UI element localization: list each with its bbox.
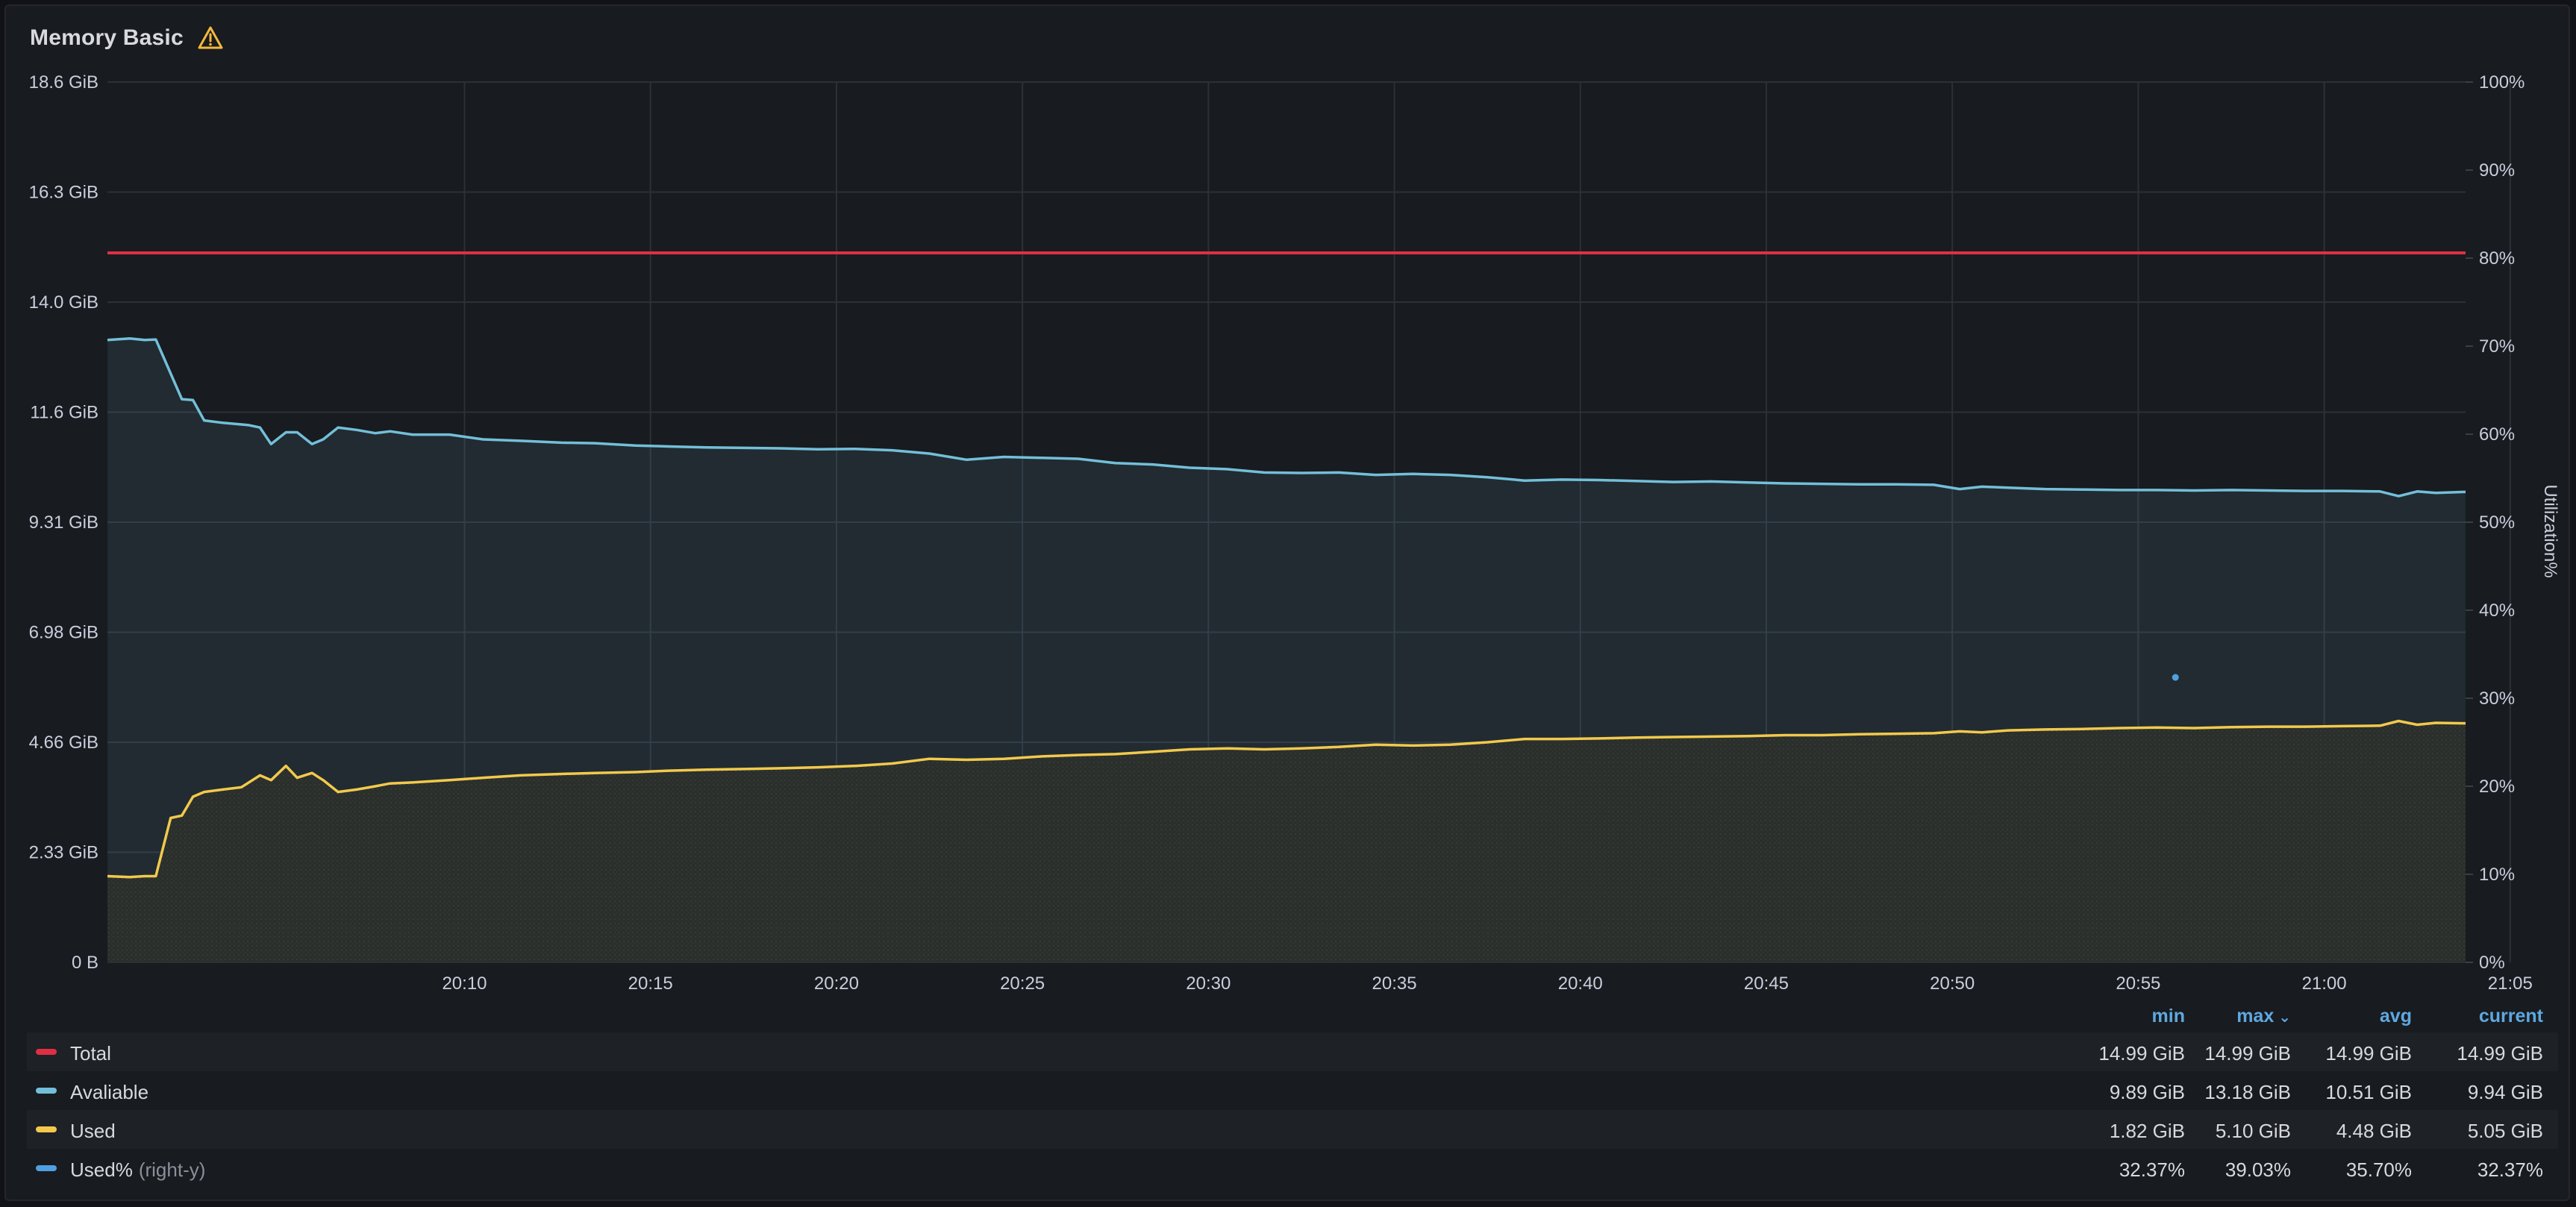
legend-max-value: 14.99 GiB bbox=[2204, 1042, 2291, 1065]
x-tick-label: 20:30 bbox=[1186, 974, 1231, 994]
series-color-swatch[interactable] bbox=[36, 1088, 57, 1094]
legend-min-value: 1.82 GiB bbox=[2109, 1120, 2185, 1142]
warning-triangle-icon[interactable] bbox=[197, 25, 224, 51]
right-tick-label: 90% bbox=[2479, 160, 2515, 181]
left-tick-label: 0 B bbox=[72, 953, 99, 973]
right-tick-label: 30% bbox=[2479, 689, 2515, 709]
right-tick-label: 20% bbox=[2479, 777, 2515, 797]
left-tick-label: 2.33 GiB bbox=[29, 843, 99, 863]
right-axis-ticks: 0% 10% 20% 30% 40% 50% 60% 70% 80% 90% 100% bbox=[2479, 72, 2525, 973]
legend-series-suffix: (right-y) bbox=[138, 1159, 206, 1181]
right-axis-label: Utilization% bbox=[2540, 484, 2560, 577]
legend-col-max[interactable]: max ⌄ bbox=[2179, 1006, 2291, 1027]
x-tick-label: 20:25 bbox=[1000, 974, 1045, 994]
series-fills bbox=[107, 338, 2466, 962]
left-tick-label: 14.0 GiB bbox=[29, 292, 99, 313]
legend-current-value: 32.37% bbox=[2477, 1159, 2543, 1181]
legend-min-value: 9.89 GiB bbox=[2109, 1081, 2185, 1103]
legend-avg-value: 35.70% bbox=[2345, 1159, 2412, 1181]
right-tick-label: 60% bbox=[2479, 424, 2515, 445]
legend-avg-value: 14.99 GiB bbox=[2325, 1042, 2412, 1065]
right-tick-label: 80% bbox=[2479, 248, 2515, 269]
legend-series-name[interactable]: Used bbox=[70, 1120, 122, 1143]
legend-max-value: 5.10 GiB bbox=[2215, 1120, 2291, 1142]
legend-min-value: 14.99 GiB bbox=[2098, 1042, 2185, 1065]
legend-row-total[interactable]: Total 14.99 GiB 14.99 GiB 14.99 GiB 14.9… bbox=[27, 1032, 2558, 1071]
legend-col-max-label: max bbox=[2236, 1006, 2275, 1026]
legend-max-value: 39.03% bbox=[2225, 1159, 2291, 1181]
panel-title[interactable]: Memory Basic bbox=[30, 25, 184, 50]
right-tick-label: 50% bbox=[2479, 512, 2515, 533]
legend-series-name[interactable]: Avaliable bbox=[70, 1081, 154, 1104]
chevron-down-icon: ⌄ bbox=[2278, 1009, 2291, 1026]
right-tick-label: 100% bbox=[2479, 72, 2525, 93]
right-tick-label: 0% bbox=[2479, 953, 2505, 973]
legend-current-value: 9.94 GiB bbox=[2467, 1081, 2543, 1103]
legend-col-min[interactable]: min bbox=[2151, 1006, 2185, 1026]
left-tick-label: 11.6 GiB bbox=[30, 403, 99, 423]
right-tick-label: 40% bbox=[2479, 601, 2515, 621]
legend-current-value: 5.05 GiB bbox=[2467, 1120, 2543, 1142]
legend-series-label: Total bbox=[70, 1042, 111, 1065]
right-tick-label: 10% bbox=[2479, 865, 2515, 885]
memory-chart[interactable]: 0 B 2.33 GiB 4.66 GiB 6.98 GiB 9.31 GiB 11.6 … bbox=[0, 0, 2576, 1000]
x-tick-label: 20:50 bbox=[1930, 974, 1975, 994]
legend-current-value: 14.99 GiB bbox=[2457, 1042, 2543, 1065]
x-tick-label: 20:15 bbox=[628, 974, 673, 994]
x-tick-label: 20:55 bbox=[2116, 974, 2160, 994]
used-series-line bbox=[107, 719, 2466, 879]
legend-row-used-percent[interactable]: Used% (right-y) 32.37% 39.03% 35.70% 32.3… bbox=[27, 1149, 2558, 1188]
legend-table: min max ⌄ avg current Total 14.99 GiB 14.… bbox=[27, 1001, 2558, 1188]
legend-max-value: 13.18 GiB bbox=[2204, 1081, 2291, 1103]
legend-col-avg[interactable]: avg bbox=[2379, 1006, 2412, 1026]
legend-series-label: Avaliable bbox=[70, 1081, 149, 1103]
legend-min-value: 32.37% bbox=[2119, 1159, 2185, 1181]
legend-col-current[interactable]: current bbox=[2478, 1006, 2543, 1026]
memory-basic-panel: Memory Basic bbox=[4, 4, 2570, 1201]
series-color-swatch[interactable] bbox=[36, 1165, 57, 1171]
x-tick-label: 20:45 bbox=[1744, 974, 1789, 994]
used-percent-point bbox=[2172, 674, 2179, 681]
series-color-swatch[interactable] bbox=[36, 1126, 57, 1132]
x-tick-label: 21:05 bbox=[2488, 974, 2533, 994]
series-color-swatch[interactable] bbox=[36, 1049, 57, 1055]
right-tick-label: 70% bbox=[2479, 336, 2515, 357]
x-tick-label: 20:35 bbox=[1372, 974, 1417, 994]
avaliable-series-line bbox=[107, 337, 2466, 498]
used-area-fill bbox=[107, 721, 2466, 962]
left-tick-label: 6.98 GiB bbox=[29, 623, 99, 643]
x-tick-label: 21:00 bbox=[2302, 974, 2347, 994]
left-tick-label: 4.66 GiB bbox=[29, 733, 99, 753]
legend-series-label: Used% bbox=[70, 1159, 133, 1181]
left-tick-label: 18.6 GiB bbox=[29, 72, 99, 93]
legend-series-label: Used bbox=[70, 1120, 116, 1142]
legend-avg-value: 4.48 GiB bbox=[2336, 1120, 2412, 1142]
legend-series-name[interactable]: Used% (right-y) bbox=[70, 1159, 205, 1182]
legend-row-used[interactable]: Used 1.82 GiB 5.10 GiB 4.48 GiB 5.05 GiB bbox=[27, 1110, 2558, 1149]
series-lines bbox=[107, 251, 2466, 879]
legend-rows: Total 14.99 GiB 14.99 GiB 14.99 GiB 14.9… bbox=[27, 1032, 2558, 1188]
legend-series-name[interactable]: Total bbox=[70, 1042, 117, 1065]
legend-header: min max ⌄ avg current bbox=[27, 1001, 2558, 1032]
legend-row-avaliable[interactable]: Avaliable 9.89 GiB 13.18 GiB 10.51 GiB 9… bbox=[27, 1071, 2558, 1110]
x-axis-ticks: 20:10 20:15 20:20 20:25 20:30 20:35 20:40 20:45… bbox=[442, 974, 2532, 994]
x-tick-label: 20:40 bbox=[1558, 974, 1603, 994]
left-axis-ticks: 0 B 2.33 GiB 4.66 GiB 6.98 GiB 9.31 GiB 11.6 … bbox=[29, 72, 99, 973]
legend-avg-value: 10.51 GiB bbox=[2325, 1081, 2412, 1103]
left-tick-label: 16.3 GiB bbox=[29, 183, 99, 203]
x-tick-label: 20:20 bbox=[814, 974, 859, 994]
left-tick-label: 9.31 GiB bbox=[29, 512, 99, 533]
x-tick-label: 20:10 bbox=[442, 974, 487, 994]
